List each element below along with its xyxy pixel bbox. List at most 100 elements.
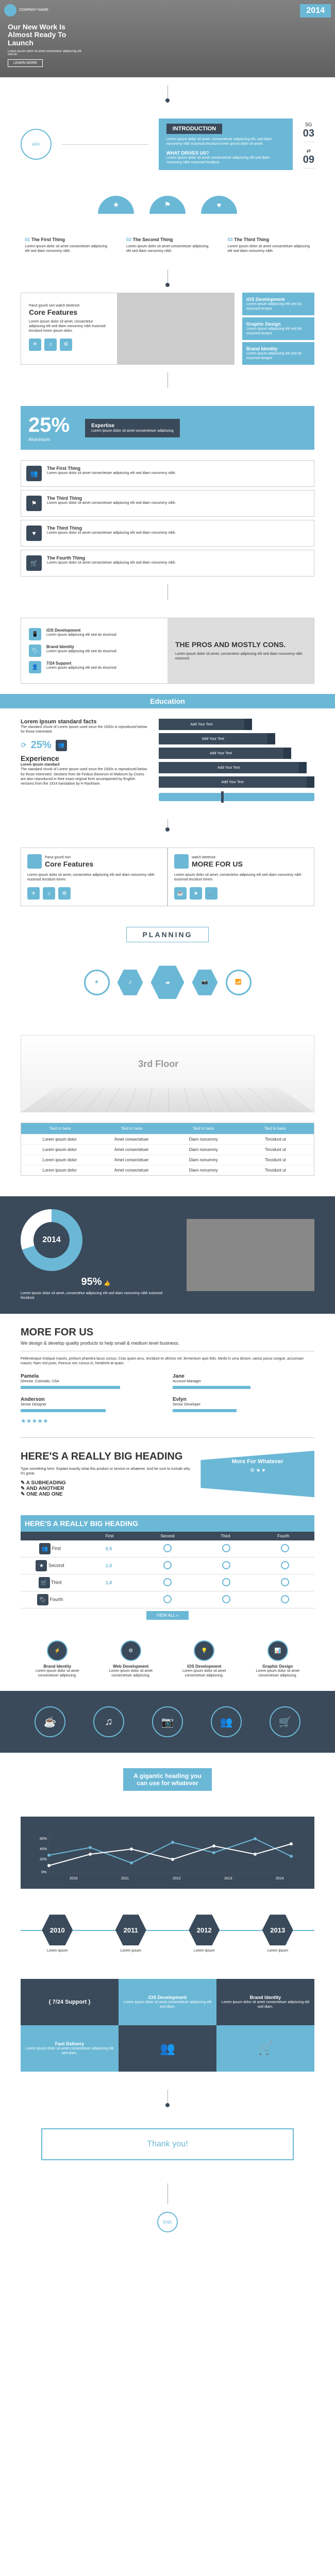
grid-icon: 📊: [267, 1640, 288, 1661]
stat-icon: 5G: [305, 122, 312, 128]
bt-row: 👥 First5.5: [21, 1540, 314, 1557]
table-head: Text in hereText in hereText in hereText…: [21, 1123, 314, 1134]
bh-title: HERE'S A REALLY BIG HEADING: [21, 1451, 190, 1463]
shape-icon: ☁: [151, 965, 185, 999]
thing-title: The First Thing: [47, 466, 176, 471]
three-features: 01 The First ThingLorem ipsum dolor sit …: [0, 229, 335, 261]
feat-title: The Second Thing: [133, 237, 173, 242]
table-row: Lorem ipsum dolorAmet consectetuerDiam n…: [21, 1144, 314, 1155]
svg-text:2010: 2010: [70, 1877, 78, 1880]
donut-chart: 2014: [21, 1209, 82, 1271]
feat-title: The First Thing: [31, 237, 65, 242]
table-row: Lorem ipsum dolorAmet consectetuerDiam n…: [21, 1134, 314, 1144]
hex-year: 2011: [115, 1914, 146, 1945]
ribbon-section: A gigantic heading youcan use for whatev…: [0, 1753, 335, 1806]
hero-text: Our New Work Is Almost Ready To Launch L…: [8, 23, 85, 67]
planning-section: PLANNING ★ ♫ ☁ 📷 📶: [0, 917, 335, 1025]
four-things: 👥The First ThingLorem ipsum dolor sit am…: [21, 460, 314, 577]
hex-year: 2013: [262, 1914, 293, 1945]
bullet: A SUBHEADING: [26, 1480, 66, 1486]
grid-box: 👥: [119, 2025, 216, 2072]
svg-text:0%: 0%: [41, 1871, 46, 1874]
side-feat-title: Brand Identity: [246, 346, 310, 351]
percent-value: 25%: [28, 414, 70, 437]
exp-title: Experience: [21, 754, 148, 762]
badge-icon: ✈: [29, 338, 41, 351]
thing-icon: ⚑: [26, 496, 42, 511]
logo-icon: [4, 4, 16, 16]
pros-cons: 📱iOS DevelopmentLorem ipsum adipiscing e…: [21, 618, 314, 684]
bullet: ONE AND ONE: [26, 1492, 62, 1497]
grid-icon: ⚙: [121, 1640, 141, 1661]
planning-title: PLANNING: [126, 927, 208, 942]
hex-year: 2012: [189, 1914, 220, 1945]
hero-subtitle: Lorem ipsum dolor sit amet consectetur a…: [8, 50, 85, 56]
hero-button[interactable]: LEARN MORE: [8, 59, 43, 67]
core-pretitle: Parut gourd nori watch beetroot: [29, 303, 109, 308]
dark-icon: 👥: [211, 1706, 242, 1737]
donut-year: 2014: [42, 1235, 61, 1245]
feat-title: The Third Thing: [234, 237, 269, 242]
dark-icon-row: ☕ ♫ 📷 👥 🛒: [0, 1691, 335, 1753]
donut-pct: 95%: [81, 1276, 102, 1287]
view-all-button[interactable]: VIEW ALL »: [146, 1611, 189, 1620]
mfu-title: MORE FOR US: [21, 1327, 314, 1338]
exp-percent: 25%: [31, 739, 52, 751]
floor-title: 3rd Floor: [138, 1059, 178, 1070]
bt-row: ★ Second1.0: [21, 1557, 314, 1574]
logo-text: COMPANY NAME: [19, 8, 48, 12]
grid-icon: ⚡: [47, 1640, 68, 1661]
grid-icon: 💡: [194, 1640, 214, 1661]
core-title: Core Features: [29, 308, 109, 316]
core-body: Lorem ipsum dolor sit amet, consectetur …: [29, 319, 109, 333]
thing-title: The Third Thing: [47, 526, 176, 531]
dark-icon: ♫: [93, 1706, 124, 1737]
feat-body: Lorem ipsum dolor sit amet consectetuer …: [25, 244, 107, 253]
shape-icon: 📷: [192, 970, 218, 995]
bh-side-title: More For Whatever: [208, 1459, 307, 1465]
svg-text:20%: 20%: [40, 1858, 47, 1861]
ribbon: A gigantic heading youcan use for whatev…: [123, 1768, 212, 1791]
svg-text:2013: 2013: [224, 1877, 232, 1880]
big-table: HERE'S A REALLY BIG HEADING FirstSecondT…: [21, 1515, 314, 1622]
person-name: Jane: [173, 1374, 314, 1379]
person-name: Pamela: [21, 1374, 162, 1379]
core-features: Parut gourd nori watch beetroot Core Fea…: [21, 293, 234, 365]
year-badge: 2014: [300, 4, 331, 18]
bh-side: More For Whatever ⚙ ★ ♥: [200, 1451, 314, 1497]
intro-box: INTRODUCTION Lorem ipsum dolor sit amet,…: [159, 118, 293, 170]
education-title: Education: [0, 694, 335, 708]
percent-footer: Aluminium: [28, 437, 70, 442]
shape-icon: ♫: [118, 970, 143, 995]
intro-body: Lorem ipsum dolor sit amet, consectetuer…: [166, 137, 285, 146]
thing-title: The Third Thing: [47, 496, 176, 501]
percent-label: Expertise: [91, 423, 174, 429]
panel-icon: [174, 854, 189, 869]
pc-icon: 🏷: [29, 645, 41, 657]
dome-icon: ♥: [201, 196, 237, 214]
person-name: Evlyn: [173, 1397, 314, 1402]
shape-icon: ★: [84, 970, 110, 995]
pc-icon: 📱: [29, 628, 41, 640]
side-feat-title: Graphic Design: [246, 321, 310, 327]
education-section: Lorem Ipsum standard facts The standard …: [0, 708, 335, 811]
grid-box: { 7/24 Support }: [21, 1979, 119, 2025]
feat-body: Lorem ipsum dolor sit amet consectetuer …: [228, 244, 310, 253]
side-feat-title: iOS Development: [246, 297, 310, 302]
end-badge: END: [157, 2212, 178, 2232]
dome-row: ★ ⚑ ♥: [0, 180, 335, 229]
thing-title: The Fourth Thing: [47, 555, 176, 561]
stat-val: 09: [303, 154, 314, 166]
users-icon: 👥: [56, 740, 67, 751]
shape-icon: 📶: [226, 970, 252, 995]
badge-icon: ⚙: [60, 338, 72, 351]
dark-icon: 🛒: [270, 1706, 300, 1737]
badge-icon: ♫: [44, 338, 57, 351]
grid-box: Fast DeliveryLorem ipsum dolor sit amet …: [21, 2025, 119, 2072]
intro-title: INTRODUCTION: [166, 124, 222, 134]
slider[interactable]: [159, 793, 315, 801]
person-name: Anderson: [21, 1397, 162, 1402]
intro-section: WiFi INTRODUCTION Lorem ipsum dolor sit …: [0, 108, 335, 180]
stat-val: 03: [303, 128, 314, 140]
grid-box: iOS DevelopmentLorem ipsum dolor sit ame…: [119, 1979, 216, 2025]
